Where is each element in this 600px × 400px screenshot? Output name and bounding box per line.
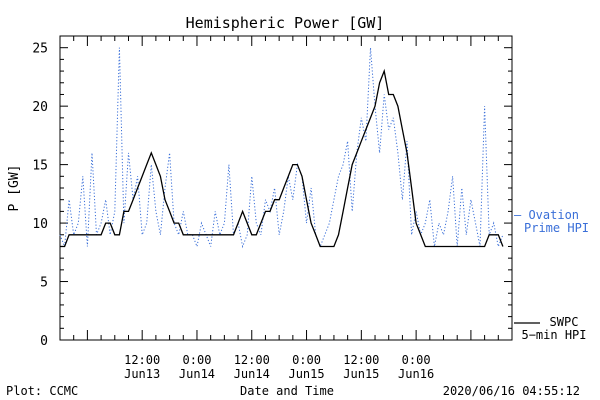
x-tick-time-label: 12:00	[343, 353, 379, 367]
chart-title: Hemispheric Power [GW]	[186, 14, 385, 32]
y-tick-label: 5	[40, 276, 48, 291]
series-layer	[59, 47, 504, 249]
y-tick-label: 25	[32, 42, 48, 57]
x-tick-time-label: 12:00	[124, 353, 160, 367]
y-tick-label: 0	[40, 334, 48, 349]
legend-ovation-line2: Prime HPI	[524, 221, 589, 235]
y-axis-label: P [GW]	[7, 165, 22, 212]
x-tick-date-label: Jun13	[124, 367, 160, 381]
y-tick-label: 15	[32, 159, 48, 174]
x-tick-time-label: 0:00	[402, 353, 431, 367]
x-tick-date-label: Jun15	[343, 367, 379, 381]
legend-swpc-line2: 5−min HPI	[521, 328, 586, 342]
plot-timestamp: 2020/06/16 04:55:12	[443, 384, 580, 398]
x-tick-date-label: Jun16	[398, 367, 434, 381]
series-ovation-prime-line	[59, 47, 504, 249]
x-tick-time-label: 0:00	[292, 353, 321, 367]
plot-credit: Plot: CCMC	[6, 384, 78, 398]
x-tick-date-label: Jun15	[288, 367, 324, 381]
y-axis: 0 5 10 15 20 25	[32, 42, 512, 349]
y-tick-label: 10	[32, 217, 48, 232]
x-tick-time-label: 12:00	[234, 353, 270, 367]
x-tick-time-label: 0:00	[183, 353, 212, 367]
legend-swpc-line1: SWPC	[550, 315, 579, 329]
x-tick-date-label: Jun14	[179, 367, 215, 381]
x-axis-label: Date and Time	[240, 384, 334, 398]
x-axis: 12:00Jun130:00Jun1412:00Jun140:00Jun1512…	[73, 36, 499, 381]
y-tick-label: 20	[32, 100, 48, 115]
series-swpc-line	[60, 68, 504, 248]
legend-ovation-line1: — Ovation	[514, 208, 579, 222]
x-tick-date-label: Jun14	[234, 367, 270, 381]
plot-frame	[59, 35, 513, 341]
